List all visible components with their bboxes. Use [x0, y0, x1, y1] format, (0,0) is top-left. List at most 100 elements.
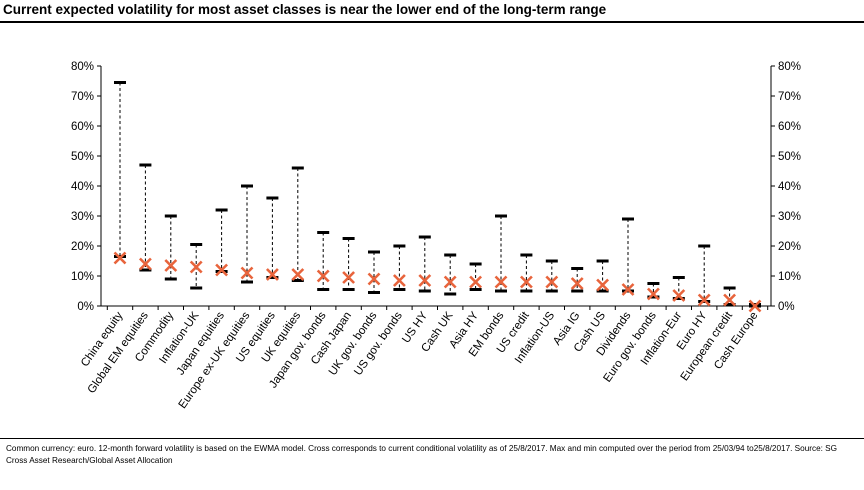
- max-marker: [139, 163, 152, 167]
- y-tick-label-right: 20%: [778, 241, 801, 253]
- y-tick-label-left: 60%: [71, 121, 94, 133]
- chart-title: Current expected volatility for most ass…: [3, 2, 607, 17]
- current-cross: [189, 260, 203, 274]
- current-cross-stroke: [215, 263, 229, 277]
- current-cross: [443, 275, 457, 289]
- max-marker: [469, 262, 482, 266]
- y-tick-label-right: 60%: [778, 121, 801, 133]
- min-marker: [418, 289, 431, 293]
- current-cross: [418, 274, 432, 287]
- current-cross-stroke: [138, 257, 152, 271]
- current-cross-stroke: [748, 299, 762, 313]
- current-cross-stroke: [164, 259, 178, 272]
- max-marker: [393, 244, 406, 248]
- min-marker: [342, 288, 355, 291]
- footnote-divider: [0, 438, 864, 439]
- current-cross: [494, 275, 508, 289]
- y-tick-label-left: 80%: [71, 61, 94, 73]
- current-cross-stroke: [570, 277, 584, 290]
- current-cross: [570, 277, 584, 290]
- current-cross: [723, 293, 737, 307]
- y-tick-label-right: 30%: [778, 211, 801, 223]
- y-tick-label-right: 70%: [778, 91, 801, 103]
- current-cross: [138, 257, 152, 271]
- current-cross-stroke: [189, 260, 203, 274]
- y-tick-label-left: 10%: [71, 271, 94, 283]
- min-marker: [317, 288, 330, 291]
- min-marker: [520, 289, 533, 293]
- current-cross: [215, 263, 229, 277]
- current-cross-stroke: [418, 274, 432, 287]
- max-marker: [164, 214, 177, 218]
- current-cross-stroke: [621, 283, 635, 296]
- max-marker: [215, 208, 228, 212]
- max-marker: [368, 250, 380, 254]
- current-cross: [240, 266, 254, 280]
- current-cross-stroke: [646, 287, 660, 301]
- min-marker: [139, 268, 152, 272]
- max-marker: [342, 237, 355, 240]
- max-marker: [596, 259, 609, 263]
- current-cross-stroke: [265, 268, 279, 281]
- min-marker: [164, 277, 177, 281]
- title-divider: [0, 21, 864, 23]
- max-marker: [241, 184, 253, 188]
- min-marker: [469, 288, 482, 291]
- current-cross: [469, 275, 483, 289]
- max-marker: [291, 166, 304, 170]
- max-marker: [571, 267, 584, 270]
- current-cross: [621, 283, 635, 296]
- current-cross-stroke: [545, 275, 559, 289]
- min-marker: [545, 289, 558, 293]
- volatility-range-chart: 0% 0% 10% 10% 20% 20% 30% 30% 40% 40% 50% 50% 60% 60%…: [71, 61, 801, 411]
- y-tick-label-right: 50%: [778, 151, 801, 163]
- y-tick-label-left: 20%: [71, 241, 94, 253]
- current-cross: [164, 259, 178, 272]
- max-marker: [114, 81, 126, 84]
- current-cross-stroke: [494, 275, 508, 289]
- min-marker: [444, 292, 457, 296]
- y-tick-label-left: 40%: [71, 181, 94, 193]
- min-marker: [393, 288, 406, 291]
- current-cross: [392, 274, 406, 287]
- y-tick-label-right: 40%: [778, 181, 801, 193]
- current-cross: [672, 289, 686, 302]
- min-marker: [190, 286, 203, 290]
- y-tick-label-right: 80%: [778, 61, 801, 73]
- max-marker: [190, 243, 203, 246]
- min-marker: [368, 291, 380, 294]
- max-marker: [622, 217, 634, 221]
- max-marker: [672, 276, 685, 279]
- y-tick-label-left: 50%: [71, 151, 94, 163]
- min-marker: [266, 276, 279, 279]
- current-cross-stroke: [469, 275, 483, 289]
- y-tick-label-right: 10%: [778, 271, 801, 283]
- current-cross: [545, 275, 559, 289]
- min-marker: [241, 280, 253, 284]
- min-marker: [495, 289, 507, 293]
- current-cross: [596, 278, 610, 292]
- current-cross-stroke: [316, 269, 330, 283]
- current-cross: [646, 287, 660, 301]
- current-cross: [291, 268, 305, 281]
- max-marker: [418, 235, 431, 239]
- current-cross-stroke: [443, 275, 457, 289]
- current-cross-stroke: [367, 272, 381, 286]
- current-cross: [342, 271, 356, 284]
- current-cross-stroke: [697, 293, 711, 307]
- max-marker: [266, 196, 279, 200]
- current-cross: [367, 272, 381, 286]
- current-cross-stroke: [672, 289, 686, 302]
- current-cross-stroke: [392, 274, 406, 287]
- y-tick-label-left: 30%: [71, 211, 94, 223]
- min-marker: [647, 295, 660, 299]
- max-marker: [723, 286, 736, 290]
- max-marker: [520, 253, 533, 257]
- current-cross: [316, 269, 330, 283]
- y-tick-label-right: 0%: [778, 301, 795, 313]
- min-marker: [571, 289, 584, 293]
- min-marker: [672, 297, 685, 300]
- current-cross-stroke: [723, 293, 737, 307]
- current-cross: [697, 293, 711, 307]
- min-marker: [723, 303, 736, 306]
